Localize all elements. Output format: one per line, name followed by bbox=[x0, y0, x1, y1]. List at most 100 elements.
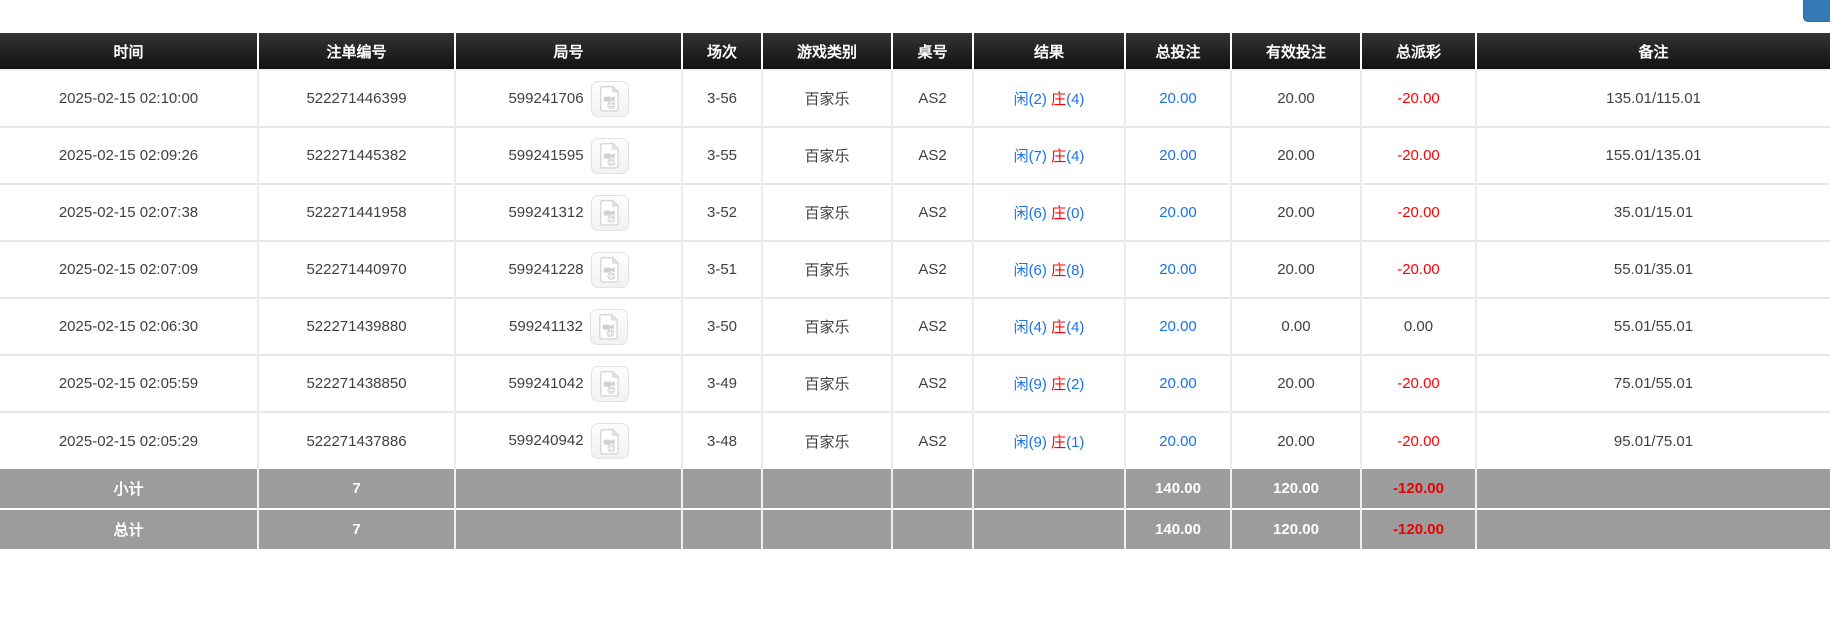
cell-game-type: 百家乐 bbox=[761, 297, 892, 355]
corner-button[interactable] bbox=[1803, 0, 1830, 22]
cell-remark: 95.01/75.01 bbox=[1475, 411, 1830, 469]
cell-session: 3-50 bbox=[681, 297, 762, 355]
round-id-text: 599241706 bbox=[508, 89, 584, 107]
video-replay-button[interactable] bbox=[590, 423, 629, 459]
subtotal-row: 小计 7 140.00 120.00 -120.00 bbox=[0, 469, 1830, 509]
cell-result: 闲(6) 庄(0) bbox=[972, 183, 1125, 241]
video-replay-button[interactable] bbox=[590, 80, 629, 117]
grandtotal-valid-bet: 120.00 bbox=[1230, 508, 1361, 549]
cell-table-no: AS2 bbox=[891, 411, 973, 469]
video-replay-button[interactable] bbox=[590, 251, 629, 288]
cell-round-id: 599241228 bbox=[454, 240, 682, 298]
result-banker: 庄 bbox=[1051, 148, 1067, 165]
result-banker-num: (1) bbox=[1066, 433, 1085, 451]
result-player: 闲(4) bbox=[1013, 319, 1047, 336]
cell-time: 2025-02-15 02:06:30 bbox=[0, 297, 258, 355]
table-footer: 小计 7 140.00 120.00 -120.00 总计 7 140.00 1… bbox=[0, 469, 1830, 549]
video-replay-button[interactable] bbox=[590, 365, 629, 402]
cell-valid-bet: 0.00 bbox=[1230, 297, 1361, 355]
cell-table-no: AS2 bbox=[891, 354, 973, 412]
cell-time: 2025-02-15 02:05:59 bbox=[0, 354, 258, 412]
cell-result: 闲(4) 庄(4) bbox=[972, 297, 1125, 355]
round-id-text: 599241228 bbox=[508, 260, 584, 278]
subtotal-empty-round bbox=[454, 469, 682, 509]
cell-round-id: 599241132 bbox=[454, 297, 682, 355]
column-header-result: 结果 bbox=[972, 33, 1125, 70]
column-header-game-type: 游戏类别 bbox=[761, 33, 892, 70]
grandtotal-row: 总计 7 140.00 120.00 -120.00 bbox=[0, 508, 1830, 549]
cell-time: 2025-02-15 02:07:09 bbox=[0, 240, 258, 298]
subtotal-empty-result bbox=[972, 469, 1125, 509]
result-player: 闲(6) bbox=[1013, 205, 1047, 222]
cell-total-payout: 0.00 bbox=[1360, 297, 1476, 355]
cell-session: 3-56 bbox=[681, 69, 762, 127]
cell-table-no: AS2 bbox=[891, 183, 973, 241]
video-file-icon bbox=[599, 427, 619, 455]
subtotal-empty-remark bbox=[1475, 469, 1830, 509]
video-replay-button[interactable] bbox=[590, 194, 629, 231]
top-strip bbox=[0, 0, 1830, 33]
cell-game-type: 百家乐 bbox=[761, 354, 892, 412]
cell-bet-id: 522271445382 bbox=[257, 126, 455, 184]
cell-remark: 55.01/35.01 bbox=[1475, 240, 1830, 298]
cell-remark: 135.01/115.01 bbox=[1475, 69, 1830, 127]
video-replay-button[interactable] bbox=[589, 308, 628, 345]
cell-time: 2025-02-15 02:10:00 bbox=[0, 69, 258, 127]
bet-record-row: 2025-02-15 02:06:30 522271439880 599241132… bbox=[0, 297, 1830, 355]
grandtotal-empty-session bbox=[681, 508, 762, 549]
cell-time: 2025-02-15 02:09:26 bbox=[0, 126, 258, 184]
column-header-bet-id: 注单编号 bbox=[257, 33, 455, 70]
cell-session: 3-51 bbox=[681, 240, 762, 298]
bet-record-row: 2025-02-15 02:05:29 522271437886 599240942… bbox=[0, 411, 1830, 469]
cell-valid-bet: 20.00 bbox=[1230, 126, 1361, 184]
cell-session: 3-55 bbox=[681, 126, 762, 184]
cell-total-bet: 20.00 bbox=[1124, 183, 1231, 241]
subtotal-empty-table bbox=[891, 469, 973, 509]
cell-table-no: AS2 bbox=[891, 126, 973, 184]
cell-table-no: AS2 bbox=[891, 69, 973, 127]
cell-valid-bet: 20.00 bbox=[1230, 183, 1361, 241]
grandtotal-total-bet: 140.00 bbox=[1124, 508, 1231, 549]
cell-total-bet: 20.00 bbox=[1124, 126, 1231, 184]
bet-record-row: 2025-02-15 02:07:09 522271440970 599241228… bbox=[0, 240, 1830, 298]
result-banker-num: (4) bbox=[1066, 319, 1085, 336]
column-header-remark: 备注 bbox=[1475, 33, 1830, 70]
video-file-icon bbox=[599, 85, 619, 112]
cell-remark: 75.01/55.01 bbox=[1475, 354, 1830, 412]
cell-time: 2025-02-15 02:05:29 bbox=[0, 411, 258, 469]
result-banker-num: (2) bbox=[1066, 376, 1085, 393]
video-replay-button[interactable] bbox=[590, 137, 629, 174]
cell-bet-id: 522271446399 bbox=[257, 69, 455, 127]
table-body: 2025-02-15 02:10:00 522271446399 599241706… bbox=[0, 69, 1830, 469]
cell-total-payout: -20.00 bbox=[1360, 126, 1476, 184]
subtotal-total-payout: -120.00 bbox=[1360, 469, 1476, 509]
grandtotal-empty-game bbox=[761, 508, 892, 549]
column-header-table-no: 桌号 bbox=[891, 33, 973, 70]
result-player: 闲(2) bbox=[1013, 91, 1047, 108]
result-player: 闲(7) bbox=[1013, 148, 1047, 165]
cell-game-type: 百家乐 bbox=[761, 411, 892, 469]
cell-total-payout: -20.00 bbox=[1360, 240, 1476, 298]
cell-total-payout: -20.00 bbox=[1360, 183, 1476, 241]
cell-session: 3-48 bbox=[681, 411, 762, 469]
video-file-icon bbox=[599, 256, 619, 283]
result-banker-num: (8) bbox=[1066, 262, 1085, 279]
cell-remark: 155.01/135.01 bbox=[1475, 126, 1830, 184]
result-player: 闲(6) bbox=[1013, 262, 1047, 279]
grandtotal-empty-table bbox=[891, 508, 973, 549]
cell-table-no: AS2 bbox=[891, 240, 973, 298]
round-id-text: 599240942 bbox=[508, 431, 584, 449]
cell-total-bet: 20.00 bbox=[1124, 354, 1231, 412]
cell-bet-id: 522271439880 bbox=[257, 297, 455, 355]
column-header-valid-bet: 有效投注 bbox=[1230, 33, 1361, 70]
result-banker-num: (4) bbox=[1066, 148, 1085, 165]
result-banker: 庄 bbox=[1051, 433, 1067, 451]
cell-valid-bet: 20.00 bbox=[1230, 354, 1361, 412]
header-row: 时间 注单编号 局号 场次 游戏类别 桌号 结果 总投注 有效投注 总派彩 备注 bbox=[0, 33, 1830, 70]
cell-total-payout: -20.00 bbox=[1360, 411, 1476, 469]
bet-record-row: 2025-02-15 02:07:38 522271441958 599241312… bbox=[0, 183, 1830, 241]
cell-table-no: AS2 bbox=[891, 297, 973, 355]
bet-record-row: 2025-02-15 02:10:00 522271446399 599241706… bbox=[0, 69, 1830, 127]
cell-total-bet: 20.00 bbox=[1124, 69, 1231, 127]
subtotal-count: 7 bbox=[257, 469, 455, 509]
